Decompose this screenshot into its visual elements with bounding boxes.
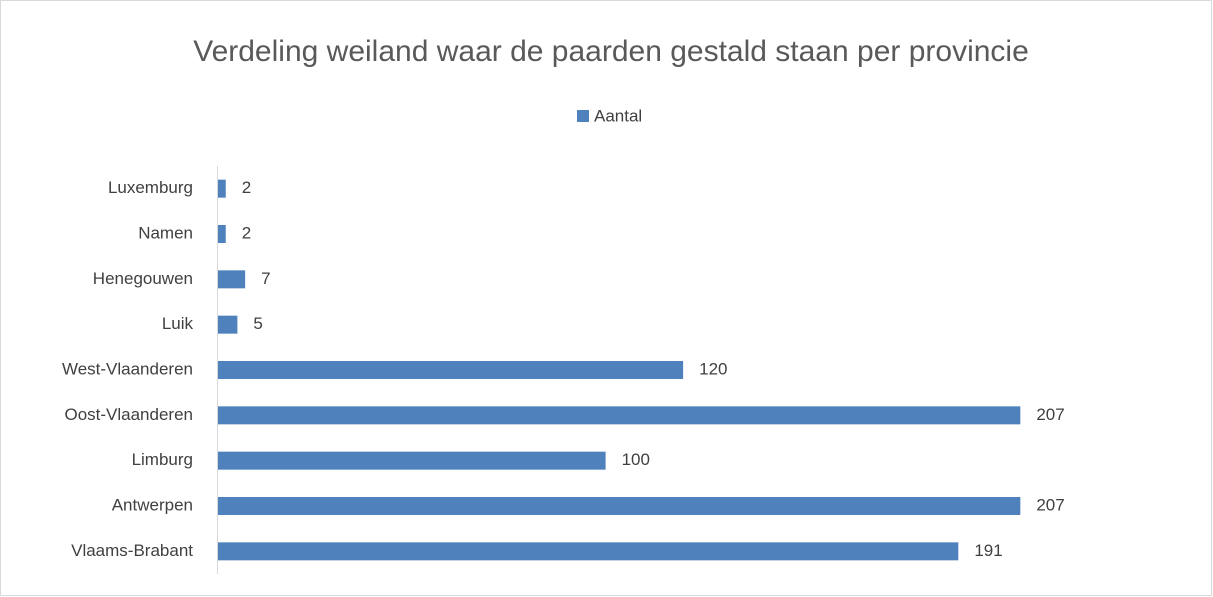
data-label: 191: [974, 541, 1002, 560]
bar: [218, 179, 226, 198]
y-tick-label: Oost-Vlaanderen: [64, 405, 193, 424]
data-label: 5: [253, 314, 262, 333]
bar: [218, 315, 238, 334]
chart-title: Verdeling weiland waar de paarden gestal…: [193, 35, 1029, 68]
bar: [218, 497, 1021, 515]
y-tick-label: Namen: [138, 223, 193, 242]
data-label: 7: [261, 269, 270, 288]
y-tick-label: Luxemburg: [108, 178, 193, 197]
y-tick-label: Antwerpen: [112, 495, 193, 514]
y-tick-label: Vlaams-Brabant: [71, 541, 193, 560]
bar: [218, 451, 606, 470]
legend-label: Aantal: [594, 106, 642, 125]
data-label: 100: [622, 450, 650, 469]
data-label: 207: [1036, 495, 1064, 514]
bar: [218, 270, 246, 289]
bar: [218, 361, 684, 379]
y-tick-label: Henegouwen: [93, 269, 193, 288]
y-tick-label: Limburg: [132, 450, 193, 469]
y-tick-label: West-Vlaanderen: [62, 359, 193, 378]
data-label: 2: [242, 178, 251, 197]
bar: [218, 542, 959, 561]
data-label: 207: [1036, 405, 1064, 424]
data-label: 120: [699, 359, 727, 378]
bar: [218, 406, 1021, 425]
bar: [218, 225, 226, 243]
y-tick-label: Luik: [162, 314, 194, 333]
legend-swatch: [577, 110, 589, 122]
data-label: 2: [242, 223, 251, 242]
